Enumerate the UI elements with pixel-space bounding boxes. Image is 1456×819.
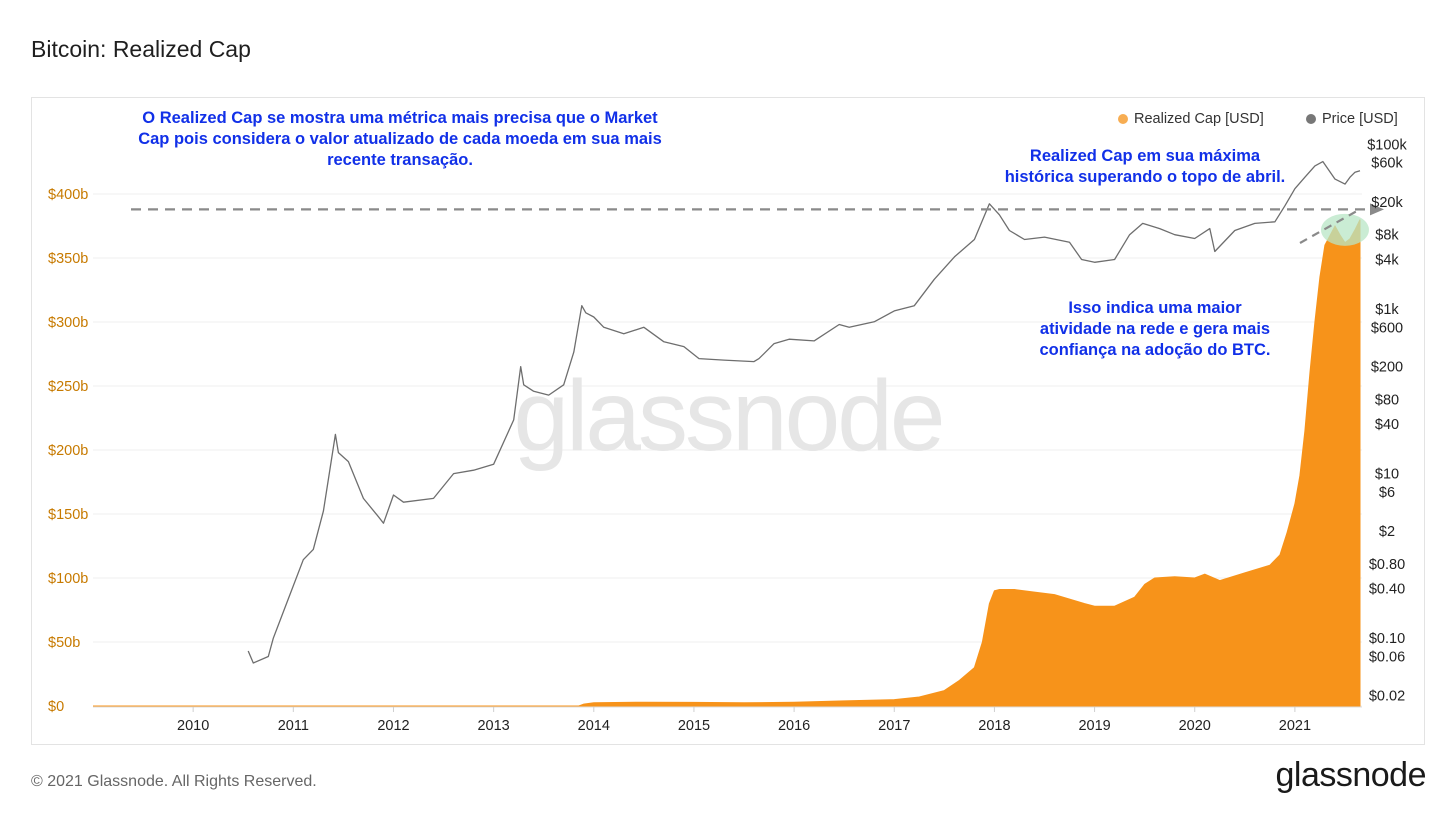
x-axis-tick-label: 2014 — [578, 718, 610, 734]
legend-price[interactable]: Price [USD] — [1306, 111, 1398, 127]
x-axis-tick-label: 2018 — [978, 718, 1010, 734]
left-axis-tick-label: $100b — [48, 571, 88, 587]
right-axis-ticks: $100k $60k $20k $8k $4k $1k $600 $200 $80 $40 $10 $… — [1367, 137, 1407, 704]
left-axis-tick-label: $50b — [48, 635, 80, 651]
left-axis-tick-label: $400b — [48, 187, 88, 203]
annotation-line: confiança na adoção do BTC. — [1039, 341, 1271, 359]
x-axis-tick-label: 2019 — [1078, 718, 1110, 734]
right-axis-tick-label: $0.06 — [1369, 649, 1405, 665]
right-axis-tick-label: $80 — [1375, 392, 1399, 408]
x-axis-tick-label: 2015 — [678, 718, 710, 734]
left-axis-ticks: $0 $50b $100b $150b $200b $250b $300b $350b $400… — [48, 187, 88, 715]
glassnode-logo[interactable]: glassnode — [1275, 756, 1426, 794]
right-axis-tick-label: $10 — [1375, 467, 1399, 483]
right-axis-tick-label: $100k — [1367, 137, 1407, 153]
page-title: Bitcoin: Realized Cap — [31, 36, 251, 62]
realized-cap-series-area — [93, 219, 1361, 707]
price-series-line — [247, 160, 1361, 664]
copyright: © 2021 Glassnode. All Rights Reserved. — [31, 773, 317, 790]
x-axis-tick-label: 2012 — [377, 718, 409, 734]
left-axis-tick-label: $200b — [48, 443, 88, 459]
reference-line — [131, 203, 1384, 216]
left-axis-tick-label: $350b — [48, 251, 88, 267]
chart-frame — [31, 97, 1425, 745]
x-axis-tick-label: 2021 — [1279, 718, 1311, 734]
right-axis-tick-label: $40 — [1375, 417, 1399, 433]
right-axis-tick-label: $600 — [1371, 320, 1403, 336]
left-axis-tick-label: $300b — [48, 315, 88, 331]
right-axis-tick-label: $60k — [1371, 156, 1403, 172]
annotation-top-right: Realized Cap em sua máxima histórica sup… — [975, 146, 1315, 188]
x-axis-tick-label: 2020 — [1179, 718, 1211, 734]
left-axis-tick-label: $150b — [48, 507, 88, 523]
legend-realized-cap-label: Realized Cap [USD] — [1134, 111, 1264, 127]
annotation-middle-right: Isso indica uma maior atividade na rede … — [1005, 298, 1305, 361]
right-axis-tick-label: $2 — [1379, 524, 1395, 540]
x-axis-tick-label: 2017 — [878, 718, 910, 734]
right-axis-tick-label: $1k — [1375, 302, 1399, 318]
legend-price-label: Price [USD] — [1322, 111, 1398, 127]
annotation-top-left: O Realized Cap se mostra uma métrica mai… — [100, 108, 700, 171]
annotation-line: O Realized Cap se mostra uma métrica mai… — [142, 109, 658, 127]
x-axis-tick-label: 2013 — [477, 718, 509, 734]
x-axis-tick-label: 2010 — [177, 718, 209, 734]
price-legend-dot — [1306, 114, 1316, 124]
realized-cap-area — [93, 219, 1361, 707]
price-line — [247, 160, 1361, 664]
annotation-line: Realized Cap em sua máxima — [1029, 147, 1261, 165]
annotation-line: Cap pois considera o valor atualizado de… — [138, 130, 662, 148]
right-axis-tick-label: $200 — [1371, 360, 1403, 376]
highlight-ellipse — [1320, 213, 1369, 246]
x-axis-ticks: 2010 2011 2012 2013 2014 2015 2016 2017 2018 2019… — [93, 706, 1362, 734]
realized-cap-legend-dot — [1118, 114, 1128, 124]
watermark: glassnode — [514, 360, 943, 472]
right-axis-tick-label: $0.10 — [1369, 631, 1405, 647]
right-axis-tick-label: $0.02 — [1369, 689, 1405, 705]
left-axis-tick-label: $0 — [48, 699, 64, 715]
annotation-line: atividade na rede e gera mais — [1039, 320, 1271, 338]
left-axis-tick-label: $250b — [48, 379, 88, 395]
legend-realized-cap[interactable]: Realized Cap [USD] — [1118, 111, 1264, 127]
right-axis-tick-label: $20k — [1371, 195, 1403, 211]
annotation-line: Isso indica uma maior — [1068, 299, 1242, 317]
right-axis-tick-label: $8k — [1375, 228, 1399, 244]
reference-arrowhead — [1370, 203, 1384, 216]
right-axis-tick-label: $0.80 — [1369, 557, 1405, 573]
highlight-dashed-arrow — [1299, 208, 1360, 244]
highlight-marker-group — [1299, 208, 1369, 246]
right-axis-tick-label: $0.40 — [1369, 582, 1405, 598]
annotation-line: recente transação. — [327, 151, 473, 169]
x-axis-tick-label: 2011 — [278, 718, 309, 734]
annotation-line: histórica superando o topo de abril. — [1004, 168, 1286, 186]
right-axis-tick-label: $4k — [1375, 253, 1399, 269]
x-axis-tick-label: 2016 — [778, 718, 810, 734]
right-axis-tick-label: $6 — [1379, 485, 1395, 501]
